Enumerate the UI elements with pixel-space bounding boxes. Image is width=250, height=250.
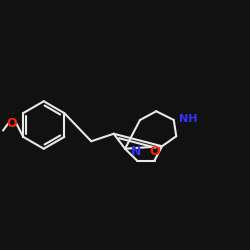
Text: O: O bbox=[150, 145, 160, 158]
Text: O: O bbox=[7, 117, 17, 130]
Text: N: N bbox=[130, 145, 141, 158]
Text: NH: NH bbox=[179, 114, 198, 124]
